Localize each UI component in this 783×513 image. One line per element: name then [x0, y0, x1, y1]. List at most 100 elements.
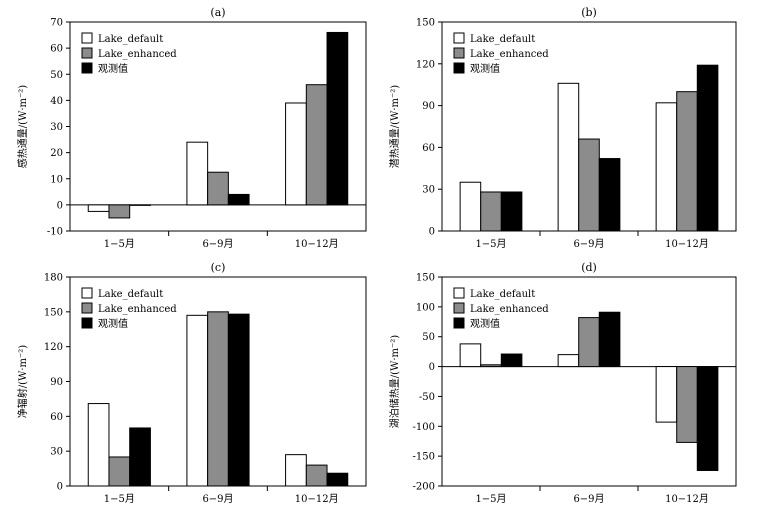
legend-swatch: [81, 317, 93, 329]
legend-label: Lake_default: [98, 34, 163, 45]
bar--2: [598, 158, 621, 232]
legend-label: 观测值: [470, 317, 500, 330]
bar-lake-enhanced-1: [108, 456, 131, 487]
plot-frame: [441, 276, 737, 487]
bar-lake-default-1: [459, 181, 482, 232]
y-tick-label: -10: [47, 227, 63, 238]
y-tick-label: 180: [44, 273, 63, 284]
y-tick-label: 30: [50, 447, 63, 458]
y-tick-label: 50: [422, 332, 435, 343]
y-tick-label: 60: [50, 412, 63, 423]
legend-swatch: [453, 287, 465, 299]
panel-title: (c): [211, 261, 226, 274]
x-category-label: 6−9月: [573, 238, 604, 250]
legend-label: Lake_default: [470, 289, 535, 300]
y-tick-label: -100: [413, 422, 435, 433]
y-tick-label: 0: [57, 482, 63, 493]
x-category-label: 1−5月: [475, 238, 506, 250]
legend-swatch: [81, 287, 93, 299]
y-tick-label: 0: [429, 362, 435, 373]
y-tick-label: 150: [416, 273, 435, 284]
legend-label: 观测值: [98, 62, 128, 75]
bar--2: [227, 313, 250, 487]
bar-lake-default-2: [557, 354, 580, 368]
bar-lake-default-2: [186, 141, 209, 206]
y-tick-label: 150: [416, 18, 435, 29]
legend-swatch: [453, 302, 465, 314]
legend-label: Lake_enhanced: [98, 304, 177, 315]
y-tick-label: 50: [50, 70, 63, 81]
bar-lake-default-2: [557, 82, 580, 232]
bar-lake-default-1: [459, 343, 482, 368]
bar-lake-enhanced-1: [480, 364, 502, 368]
y-axis-label: 湖泊储热量/(W·m⁻²): [388, 335, 401, 428]
bar-lake-default-2: [186, 314, 209, 487]
legend-label: Lake_default: [98, 289, 163, 300]
y-tick-label: 70: [50, 18, 63, 29]
x-category-label: 1−5月: [475, 493, 506, 505]
bar--1: [129, 204, 151, 206]
y-tick-label: 120: [44, 342, 63, 353]
bar-lake-enhanced-3: [676, 91, 698, 232]
bar-lake-enhanced-3: [305, 84, 328, 206]
y-tick-label: 60: [422, 143, 435, 154]
bar--1: [500, 353, 523, 368]
x-category-label: 1−5月: [104, 238, 135, 250]
legend-swatch: [81, 47, 93, 59]
bar--3: [326, 472, 349, 487]
y-tick-label: 0: [57, 200, 63, 211]
chart-panel-c: (c) 0 30 60 90 120 150 180 净辐射/(W·m⁻²) 1−5月 6−9月 10…: [16, 261, 367, 505]
legend-swatch: [453, 317, 465, 329]
y-axis-label: 感热通量/(W·m⁻²): [16, 85, 29, 168]
bar-lake-default-3: [285, 454, 307, 487]
chart-panel-d: (d) -200 -150 -100 -50 0 50 100 150 湖泊储热量/(W·m⁻²)…: [388, 261, 737, 505]
legend-swatch: [81, 302, 93, 314]
y-axis-label: 净辐射/(W·m⁻²): [16, 345, 29, 418]
y-tick-label: -200: [413, 482, 435, 493]
y-tick-label: 10: [50, 174, 63, 185]
y-tick-label: 30: [422, 185, 435, 196]
bar--1: [129, 427, 151, 487]
bar-lake-enhanced-3: [305, 464, 328, 487]
bar-lake-default-3: [655, 102, 678, 232]
legend-label: Lake_enhanced: [470, 304, 549, 315]
legend-swatch: [453, 47, 465, 59]
legend-label: 观测值: [470, 62, 500, 75]
legend-swatch: [453, 62, 465, 74]
bar-lake-enhanced-1: [480, 191, 502, 232]
bar--2: [598, 311, 621, 368]
x-category-label: 6−9月: [202, 238, 233, 250]
y-axis-label: 潜热通量/(W·m⁻²): [388, 85, 401, 168]
panel-title: (b): [581, 6, 597, 19]
bar--2: [227, 193, 250, 206]
x-category-label: 10−12月: [295, 238, 339, 250]
y-tick-label: 30: [50, 122, 63, 133]
bar-lake-enhanced-2: [207, 311, 229, 487]
y-tick-label: 60: [50, 44, 63, 55]
y-tick-label: 20: [50, 148, 63, 159]
y-tick-label: 0: [429, 227, 435, 238]
y-tick-label: 90: [422, 101, 435, 112]
bar--3: [326, 31, 349, 206]
x-category-label: 1−5月: [104, 493, 135, 505]
x-category-label: 10−12月: [665, 493, 709, 505]
x-category-label: 6−9月: [202, 493, 233, 505]
legend-swatch: [81, 32, 93, 44]
y-tick-label: 40: [50, 96, 63, 107]
bar-lake-default-3: [655, 366, 678, 423]
bar-lake-enhanced-2: [578, 138, 600, 232]
y-tick-label: 90: [50, 377, 63, 388]
bar-lake-enhanced-2: [207, 171, 229, 206]
x-category-label: 6−9月: [573, 493, 604, 505]
bar-lake-default-3: [285, 102, 307, 206]
y-tick-label: 150: [44, 307, 63, 318]
legend-label: Lake_default: [470, 34, 535, 45]
y-tick-label: 120: [416, 59, 435, 70]
chart-panel-b: (b) 0 30 60 90 120 150 潜热通量/(W·m⁻²) 1−5月 6−9月 10−1…: [388, 6, 737, 250]
bar-lake-default-1: [87, 204, 110, 212]
bar--3: [696, 366, 719, 471]
legend-swatch: [453, 32, 465, 44]
y-tick-label: -50: [419, 392, 435, 403]
x-category-label: 10−12月: [665, 238, 709, 250]
